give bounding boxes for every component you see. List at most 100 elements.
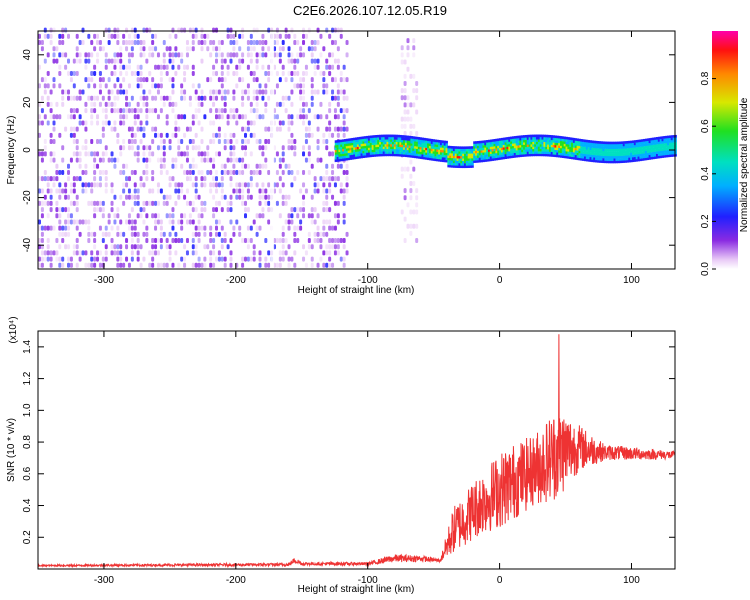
heatmap-cell	[506, 156, 509, 159]
heatmap-cell	[84, 262, 88, 268]
heatmap-cell	[356, 153, 360, 157]
heatmap-cell	[617, 141, 620, 145]
heatmap-cell	[425, 147, 428, 151]
heatmap-cell	[290, 27, 294, 33]
heatmap-cell	[154, 213, 158, 219]
heatmap-cell	[473, 150, 476, 154]
heatmap-cell	[375, 144, 378, 148]
heatmap-cell	[67, 33, 71, 39]
heatmap-cell	[322, 46, 326, 52]
heatmap-cell	[156, 89, 160, 95]
heatmap-cell	[185, 145, 189, 151]
heatmap-cell	[343, 158, 347, 161]
heatmap-cell	[469, 165, 472, 168]
heatmap-cell	[139, 40, 143, 46]
heatmap-cell	[659, 150, 663, 154]
heatmap-cell	[145, 101, 149, 107]
heatmap-cell	[585, 149, 589, 152]
heatmap-cell	[393, 144, 397, 147]
heatmap-cell	[454, 148, 458, 152]
heatmap-cell	[313, 46, 317, 52]
heatmap-cell	[220, 108, 224, 114]
heatmap-cell	[185, 200, 189, 206]
heatmap-cell	[414, 138, 417, 142]
heatmap-cell	[156, 238, 160, 244]
heatmap-cell	[487, 142, 491, 145]
heatmap-cell	[340, 156, 343, 159]
heatmap-cell	[427, 145, 430, 149]
heatmap-cell	[328, 52, 332, 58]
heatmap-cell	[180, 114, 184, 120]
heatmap-cell	[504, 139, 508, 143]
heatmap-cell	[264, 101, 268, 107]
heatmap-cell	[593, 157, 596, 160]
heatmap-cell	[665, 142, 668, 146]
heatmap-cell	[419, 149, 423, 152]
heatmap-cell	[415, 139, 419, 142]
heatmap-cell	[136, 108, 140, 114]
heatmap-cell	[151, 77, 155, 83]
heatmap-cell	[217, 126, 221, 132]
heatmap-cell	[371, 154, 375, 157]
heatmap-cell	[467, 162, 471, 166]
heatmap-cell	[415, 130, 419, 136]
heatmap-cell	[125, 176, 129, 182]
heatmap-cell	[87, 219, 91, 225]
heatmap-cell	[377, 146, 380, 150]
heatmap-cell	[367, 147, 371, 151]
heatmap-cell	[200, 33, 204, 39]
heatmap-cell	[75, 238, 79, 244]
heatmap-cell	[451, 165, 454, 168]
heatmap-cell	[133, 70, 137, 76]
heatmap-cell	[246, 89, 250, 95]
heatmap-cell	[261, 64, 265, 70]
heatmap-cell	[133, 169, 137, 175]
heatmap-cell	[125, 114, 129, 120]
heatmap-cell	[362, 138, 365, 142]
heatmap-cell	[502, 154, 506, 157]
heatmap-cell	[390, 148, 393, 152]
heatmap-cell	[104, 58, 108, 64]
heatmap-cell	[232, 188, 236, 194]
heatmap-cell	[165, 194, 169, 200]
heatmap-cell	[548, 134, 552, 138]
heatmap-cell	[290, 101, 294, 107]
heatmap-cell	[571, 156, 574, 160]
heatmap-cell	[333, 40, 337, 46]
heatmap-cell	[587, 154, 591, 157]
heatmap-cell	[390, 151, 393, 154]
heatmap-cell	[521, 154, 524, 157]
heatmap-cell	[432, 155, 435, 159]
heatmap-cell	[229, 250, 233, 256]
y-tick-label: 0.6	[22, 466, 33, 480]
heatmap-cell	[345, 141, 349, 144]
heatmap-cell	[246, 46, 250, 52]
heatmap-cell	[460, 163, 463, 166]
heatmap-cell	[220, 169, 224, 175]
heatmap-cell	[235, 169, 239, 175]
heatmap-cell	[504, 156, 508, 159]
heatmap-cell	[400, 52, 404, 58]
heatmap-cell	[635, 144, 639, 148]
heatmap-cell	[619, 155, 622, 159]
heatmap-cell	[670, 154, 674, 157]
heatmap-cell	[229, 176, 233, 182]
heatmap-cell	[75, 139, 79, 145]
heatmap-cell	[648, 142, 652, 146]
heatmap-cell	[366, 154, 369, 158]
heatmap-cell	[322, 139, 326, 145]
heatmap-cell	[595, 147, 598, 151]
heatmap-cell	[632, 154, 635, 158]
heatmap-cell	[379, 141, 382, 145]
heatmap-cell	[328, 70, 332, 76]
heatmap-cell	[523, 144, 526, 148]
heatmap-cell	[670, 151, 674, 155]
heatmap-cell	[511, 136, 515, 139]
heatmap-cell	[665, 135, 668, 139]
heatmap-cell	[122, 89, 126, 95]
heatmap-cell	[401, 154, 404, 157]
heatmap-cell	[561, 152, 565, 156]
heatmap-cell	[343, 143, 347, 147]
heatmap-cell	[454, 165, 458, 168]
heatmap-cell	[541, 151, 544, 154]
